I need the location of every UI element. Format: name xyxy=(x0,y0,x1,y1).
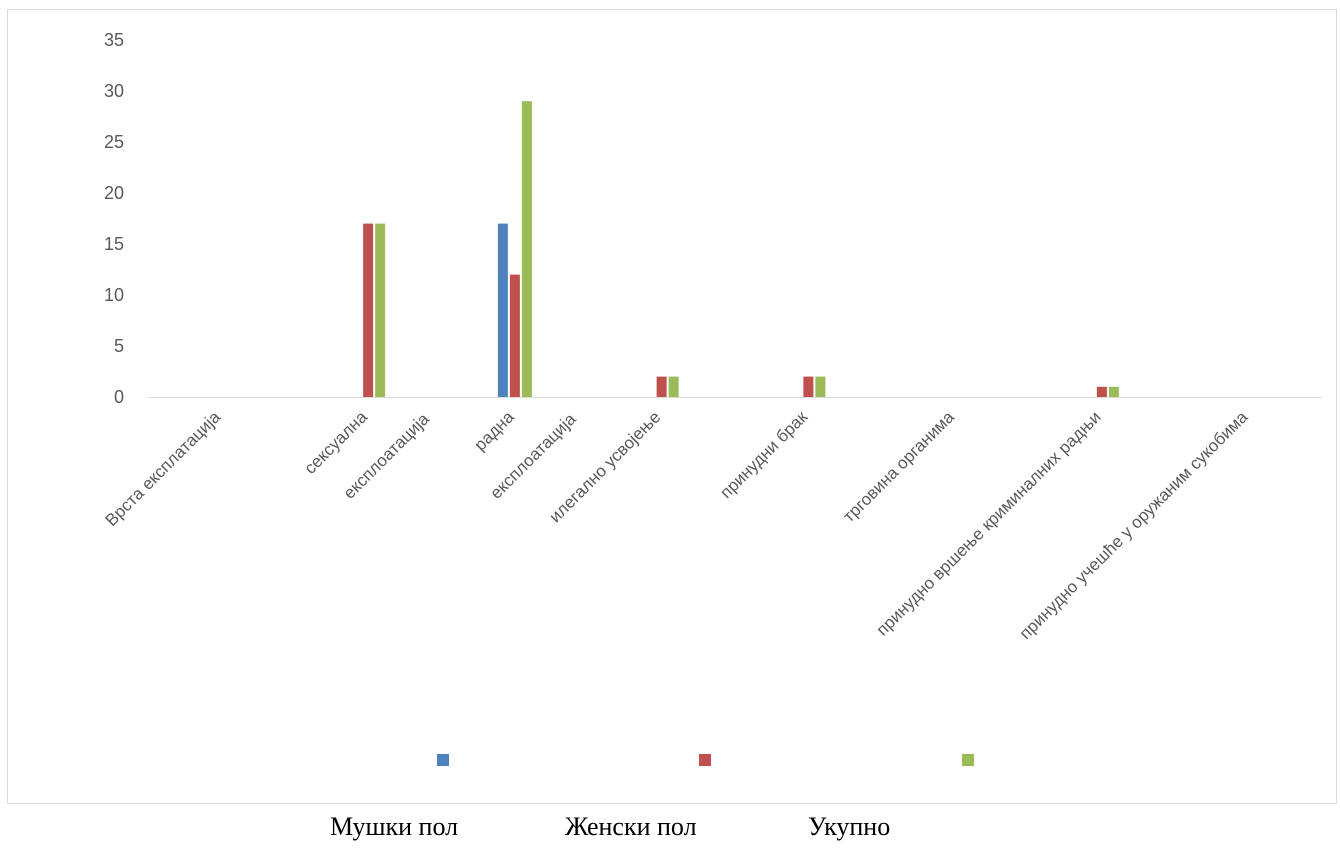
bar xyxy=(521,101,532,397)
category-label: принудно вршење криминалних радњи xyxy=(873,407,1105,639)
bar xyxy=(656,376,667,397)
bar xyxy=(497,223,508,397)
legend-marker xyxy=(699,754,711,766)
bars xyxy=(363,101,1119,397)
chart-frame xyxy=(7,9,1337,804)
category-label: принудни брак xyxy=(716,407,811,502)
legend-marker xyxy=(962,754,974,766)
y-tick-label: 5 xyxy=(114,336,124,356)
bar xyxy=(803,376,814,397)
bar xyxy=(668,376,679,397)
y-tick-label: 10 xyxy=(104,285,124,305)
y-tick-label: 35 xyxy=(104,30,124,50)
category-label: радна xyxy=(471,407,519,455)
legend-label: Укупно xyxy=(808,812,891,841)
legend-markers xyxy=(437,754,974,766)
y-tick-label: 30 xyxy=(104,81,124,101)
bar xyxy=(375,223,386,397)
bar xyxy=(1108,386,1119,397)
legend-label: Мушки пол xyxy=(330,812,459,841)
legend-label: Женски пол xyxy=(565,812,697,841)
bar xyxy=(363,223,374,397)
bar xyxy=(1096,386,1107,397)
y-axis-ticks: 0 5 10 15 20 25 30 35 xyxy=(104,30,124,407)
bar xyxy=(509,274,520,397)
legend-marker xyxy=(437,754,449,766)
legend-labels: Мушки пол Женски пол Укупно xyxy=(0,812,1340,852)
y-tick-label: 20 xyxy=(104,183,124,203)
category-label: Врста експлатација xyxy=(102,407,225,530)
y-tick-label: 0 xyxy=(114,387,124,407)
category-label: принудно учешће у оружаним сукобима xyxy=(1016,407,1252,643)
y-tick-label: 15 xyxy=(104,234,124,254)
category-labels: Врста експлатација сексуалнаексплоатација… xyxy=(102,407,1252,643)
bar-chart: 0 5 10 15 20 25 30 35 Врста експлатација сексуал… xyxy=(102,30,1322,766)
category-label: трговина органима xyxy=(839,407,958,526)
y-tick-label: 25 xyxy=(104,132,124,152)
bar xyxy=(815,376,826,397)
